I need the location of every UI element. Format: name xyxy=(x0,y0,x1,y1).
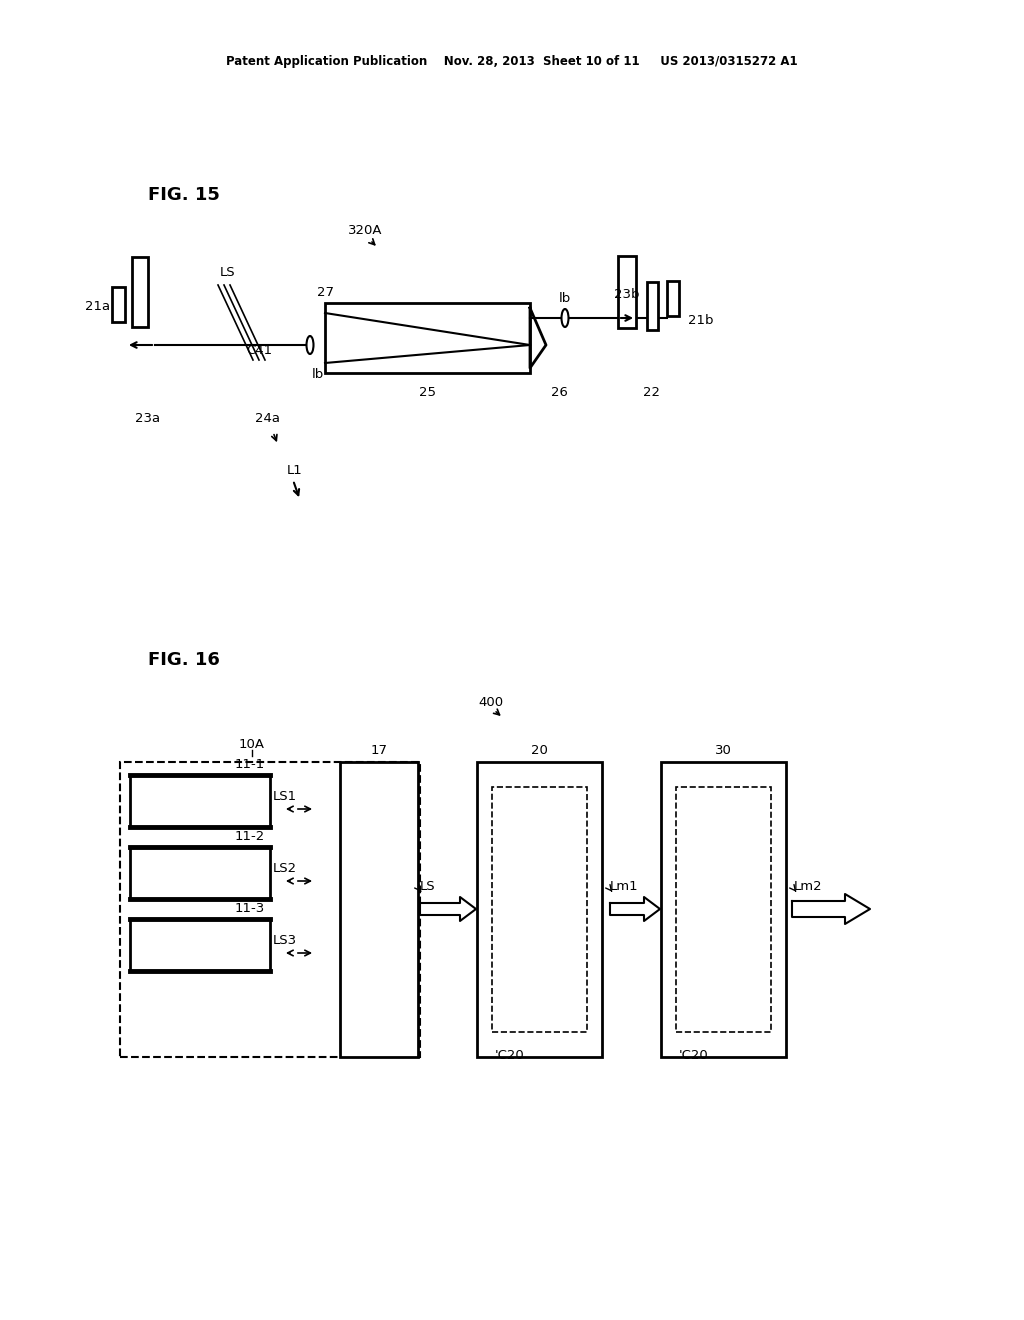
Text: 11-3: 11-3 xyxy=(234,902,265,915)
Text: 26: 26 xyxy=(551,387,568,400)
Text: 'C20: 'C20 xyxy=(495,1049,524,1063)
Bar xyxy=(130,775,270,828)
Bar xyxy=(130,847,270,899)
Text: 10A: 10A xyxy=(239,738,265,751)
Text: 30: 30 xyxy=(715,744,732,756)
Text: 400: 400 xyxy=(478,697,503,710)
Text: 21b: 21b xyxy=(688,314,714,326)
Bar xyxy=(647,282,658,330)
Text: C41: C41 xyxy=(246,343,272,356)
Text: Lm2: Lm2 xyxy=(794,880,822,894)
Bar xyxy=(340,762,418,1057)
Text: 320A: 320A xyxy=(348,223,383,236)
Polygon shape xyxy=(792,894,870,924)
Bar xyxy=(132,257,148,327)
Text: 21a: 21a xyxy=(85,301,110,314)
Text: lb: lb xyxy=(559,292,571,305)
Text: 24a: 24a xyxy=(256,412,281,425)
Text: LS1: LS1 xyxy=(273,789,297,803)
Ellipse shape xyxy=(561,309,568,327)
Polygon shape xyxy=(420,898,476,921)
Text: lb: lb xyxy=(312,368,325,381)
Text: 23a: 23a xyxy=(135,412,161,425)
Text: 17: 17 xyxy=(371,744,387,756)
Bar xyxy=(120,762,420,1057)
Text: 'C20: 'C20 xyxy=(679,1049,709,1063)
Bar xyxy=(618,256,636,327)
Text: 27: 27 xyxy=(317,285,335,298)
Polygon shape xyxy=(610,898,660,921)
Text: LS: LS xyxy=(420,880,435,894)
Ellipse shape xyxy=(306,337,313,354)
Bar xyxy=(325,304,530,374)
Bar xyxy=(676,787,771,1032)
Bar xyxy=(130,919,270,972)
Text: 20: 20 xyxy=(531,744,548,756)
Text: LS3: LS3 xyxy=(273,935,297,946)
Text: Patent Application Publication    Nov. 28, 2013  Sheet 10 of 11     US 2013/0315: Patent Application Publication Nov. 28, … xyxy=(226,55,798,69)
Bar xyxy=(662,762,786,1057)
Text: FIG. 16: FIG. 16 xyxy=(148,651,220,669)
Text: 11-2: 11-2 xyxy=(234,830,265,843)
Text: 11-1: 11-1 xyxy=(234,758,265,771)
Text: 25: 25 xyxy=(419,387,435,400)
Bar xyxy=(667,281,679,315)
Text: LS: LS xyxy=(220,265,236,279)
Bar xyxy=(112,286,125,322)
Text: FIG. 15: FIG. 15 xyxy=(148,186,220,205)
Text: 23b: 23b xyxy=(614,289,640,301)
Text: 22: 22 xyxy=(643,387,660,400)
Text: LS2: LS2 xyxy=(273,862,297,875)
Text: L1: L1 xyxy=(287,463,303,477)
Text: Lm1: Lm1 xyxy=(610,880,639,894)
Bar xyxy=(477,762,602,1057)
Bar xyxy=(492,787,587,1032)
